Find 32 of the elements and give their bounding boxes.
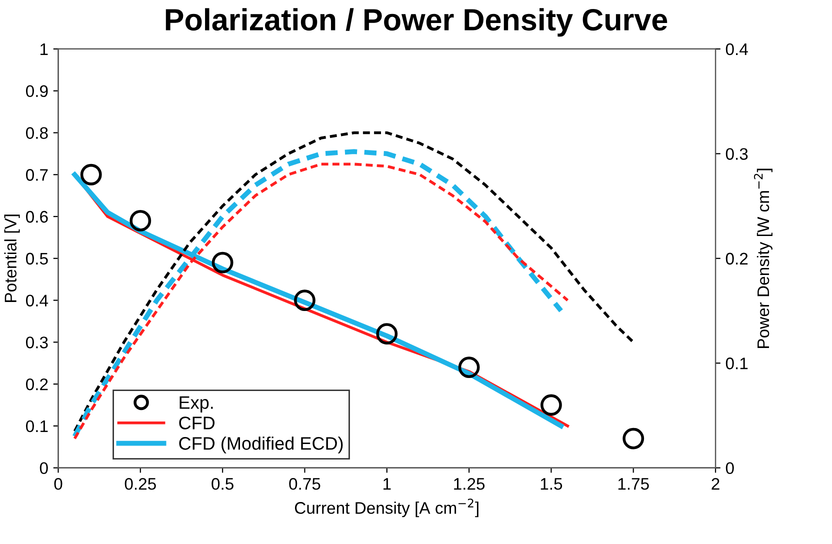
x-tick-label: 2 xyxy=(712,478,720,490)
y-axis-title: Potential [V] xyxy=(4,214,20,302)
y-tick-label: 0.3 xyxy=(26,336,48,348)
y2-tick-label: 0 xyxy=(726,462,734,474)
y-tick-label: 1 xyxy=(40,44,48,55)
x-tick-label: 1.25 xyxy=(454,478,485,490)
x-tick-label: 0.75 xyxy=(289,478,320,490)
x-tick-label: 0 xyxy=(54,478,62,490)
x-tick-label: 1.75 xyxy=(618,478,649,490)
y-tick-label: 0.8 xyxy=(26,127,48,139)
y-tick-label: 0.1 xyxy=(26,420,48,432)
y-tick-label: 0.5 xyxy=(26,252,48,265)
y-tick-label: 0 xyxy=(40,462,48,474)
x-tick-label: 1.5 xyxy=(540,478,562,490)
legend-label: Exp. xyxy=(180,396,213,413)
y2-tick-label: 0.1 xyxy=(726,358,748,370)
y-tick-label: 0.9 xyxy=(26,85,48,98)
y2-tick-label: 0.3 xyxy=(726,148,748,160)
y-tick-label: 0.7 xyxy=(26,169,48,181)
y-tick-label: 0.2 xyxy=(26,378,48,390)
y2-tick-label: 0.4 xyxy=(726,43,748,56)
x-tick-label: 0.5 xyxy=(212,478,234,490)
x-axis-title: Current Density [A cm$^{−2}$] xyxy=(294,498,478,518)
y-tick-label: 0.4 xyxy=(26,294,48,306)
y-tick-label: 0.6 xyxy=(26,210,48,223)
legend-label: CFD xyxy=(179,416,215,430)
x-tick-label: 0.25 xyxy=(124,478,156,490)
x-tick-label: 1 xyxy=(384,478,391,490)
y2-axis-title: Power Density [W cm$^{−2}$] xyxy=(754,168,772,348)
y2-tick-label: 0.2 xyxy=(726,252,748,265)
chart-title: Polarization / Power Density Curve xyxy=(166,8,668,37)
legend-label: CFD (Modified ECD) xyxy=(179,436,343,454)
